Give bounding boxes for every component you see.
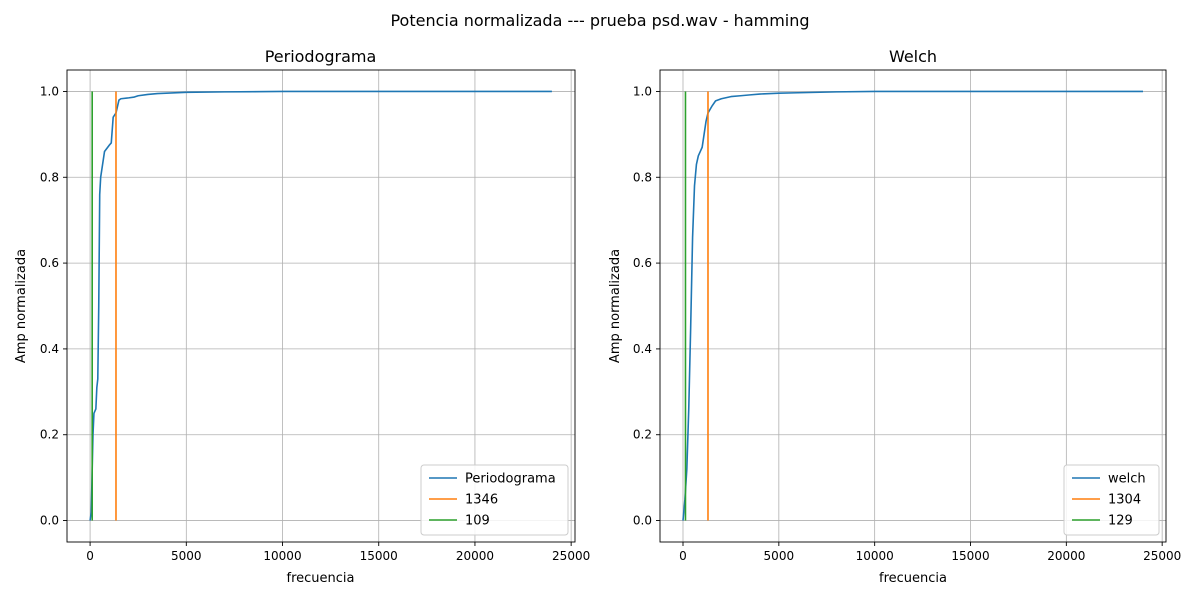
x-tick-label: 0 xyxy=(679,549,687,563)
chart-title: Periodograma xyxy=(265,47,377,66)
legend-label: 129 xyxy=(1108,514,1133,529)
y-tick-label: 0.8 xyxy=(633,170,652,184)
legend-label: 109 xyxy=(465,514,490,529)
y-tick-label: 0.2 xyxy=(40,428,59,442)
x-tick-label: 5000 xyxy=(171,549,202,563)
plot-frame xyxy=(659,69,1167,543)
x-tick-label: 15000 xyxy=(360,549,398,563)
x-tick-label: 5000 xyxy=(764,549,795,563)
y-tick-label: 0.0 xyxy=(633,514,652,528)
y-tick-label: 0.6 xyxy=(40,256,59,270)
y-tick-label: 1.0 xyxy=(633,84,652,98)
x-tick-label: 0 xyxy=(86,549,94,563)
x-tick-label: 20000 xyxy=(1047,549,1085,563)
chart-welch: Welch frecuencia Amp normalizada 0 5000 10… xyxy=(608,47,1181,586)
x-axis-label: frecuencia xyxy=(287,571,355,586)
chart-periodograma: Periodograma frecuencia Amp normalizada … xyxy=(14,47,590,586)
legend-label: Periodograma xyxy=(465,472,556,487)
x-tick-label: 25000 xyxy=(1143,549,1181,563)
chart-title: Welch xyxy=(889,47,937,66)
y-axis-label: Amp normalizada xyxy=(608,249,623,363)
x-tick-label: 25000 xyxy=(552,549,590,563)
figure-title: Potencia normalizada --- prueba psd.wav … xyxy=(390,11,809,30)
legend-label: 1304 xyxy=(1108,493,1141,508)
x-tick-label: 20000 xyxy=(456,549,494,563)
legend-box xyxy=(1063,464,1160,536)
y-tick-label: 0.4 xyxy=(40,342,59,356)
plot-frame xyxy=(66,69,576,543)
series-line-1 xyxy=(89,90,552,521)
y-tick-label: 0.2 xyxy=(633,428,652,442)
legend-label: welch xyxy=(1108,472,1146,487)
y-tick-label: 0.0 xyxy=(40,514,59,528)
legend: welch 1304 129 xyxy=(1063,464,1160,536)
y-tick-label: 0.6 xyxy=(633,256,652,270)
y-tick-label: 1.0 xyxy=(40,84,59,98)
series-line-1 xyxy=(682,90,1143,521)
legend-box xyxy=(420,464,569,536)
x-axis-label: frecuencia xyxy=(879,571,947,586)
x-tick-label: 10000 xyxy=(856,549,894,563)
legend-label: 1346 xyxy=(465,493,498,508)
x-tick-label: 10000 xyxy=(263,549,301,563)
y-axis-label: Amp normalizada xyxy=(14,249,29,363)
x-tick-label: 15000 xyxy=(951,549,989,563)
legend: Periodograma 1346 109 xyxy=(420,464,569,536)
y-tick-label: 0.4 xyxy=(633,342,652,356)
y-tick-label: 0.8 xyxy=(40,170,59,184)
